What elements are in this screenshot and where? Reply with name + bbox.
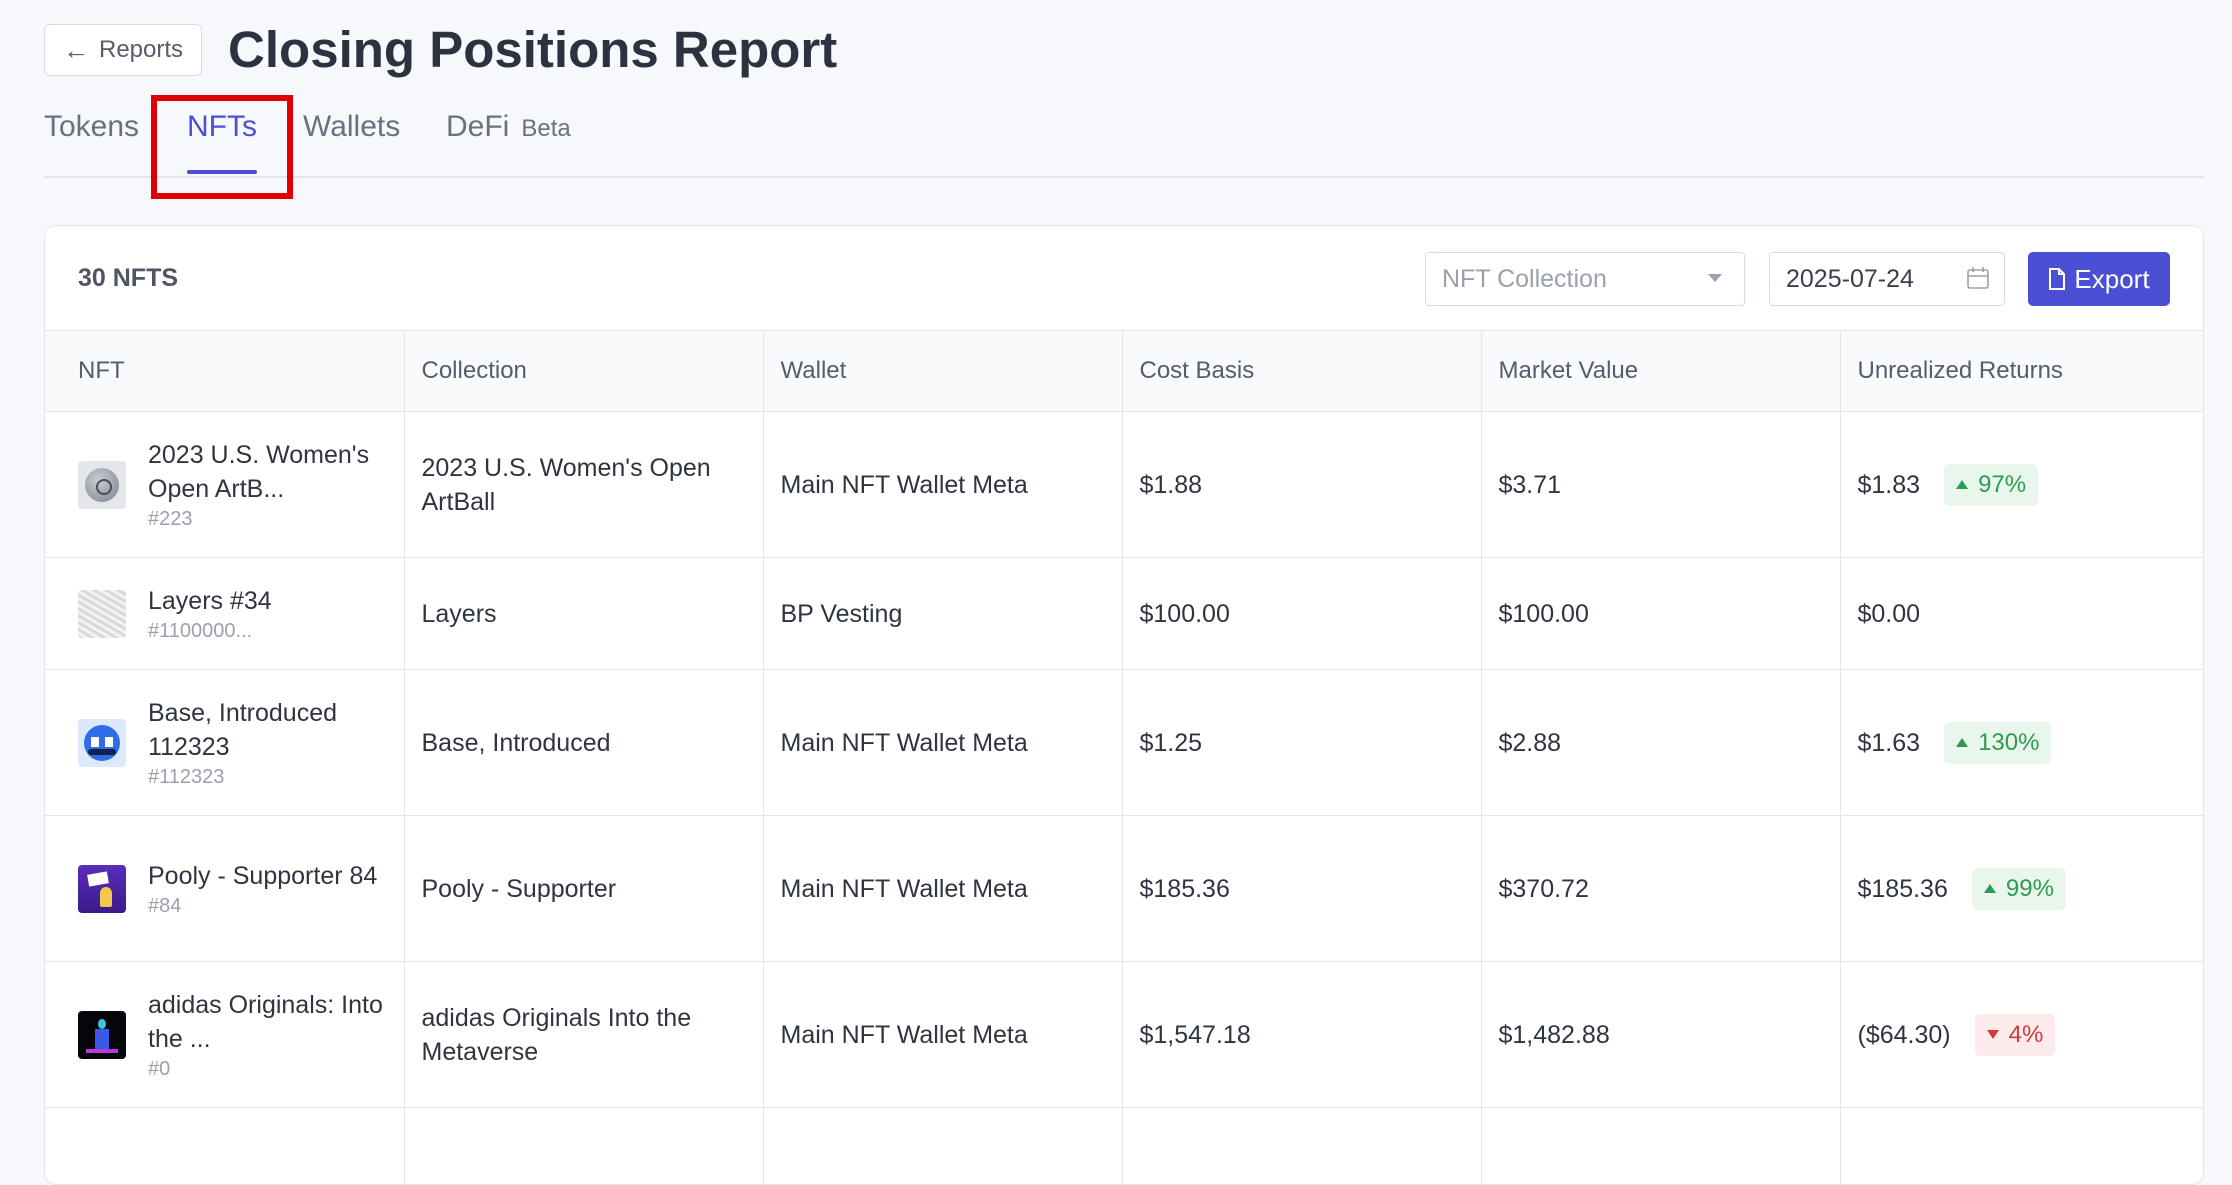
triangle-down-icon	[1987, 1030, 1999, 1039]
nft-thumbnail[interactable]	[78, 719, 126, 767]
return-percent-badge: 130%	[1944, 722, 2051, 764]
highlight-box	[151, 95, 293, 199]
date-picker[interactable]: 2025-07-24	[1769, 252, 2005, 306]
cost-basis-cell: $100.00	[1122, 558, 1481, 670]
wallet-cell: Main NFT Wallet Meta	[763, 670, 1122, 816]
cost-basis-cell: $1.88	[1122, 412, 1481, 558]
wallet-cell: Main NFT Wallet Meta	[763, 412, 1122, 558]
nft-name[interactable]: Pooly - Supporter 84	[148, 859, 377, 893]
market-value-cell: $2.88	[1481, 670, 1840, 816]
market-value-cell: $3.71	[1481, 412, 1840, 558]
nft-name[interactable]: Base, Introduced 112323	[148, 696, 387, 764]
cost-basis-cell: $1.25	[1122, 670, 1481, 816]
collection-cell: adidas Originals Into the Metaverse	[404, 962, 763, 1108]
nft-count: 30 NFTS	[78, 264, 178, 293]
collection-cell: 2023 U.S. Women's Open ArtBall	[404, 412, 763, 558]
arrow-left-icon: ←	[63, 37, 89, 63]
table-toolbar: 30 NFTS NFT Collection 2025-07-24 Export	[45, 226, 2203, 331]
triangle-up-icon	[1984, 884, 1996, 893]
cost-basis-cell: $185.36	[1122, 816, 1481, 962]
column-header-market-value[interactable]: Market Value	[1481, 331, 1840, 412]
unrealized-returns-cell: $1.63 130%	[1840, 670, 2204, 816]
nft-token-id: #1100000...	[148, 618, 272, 644]
nft-cell: Base, Introduced 112323#112323	[45, 670, 404, 816]
nft-name[interactable]: adidas Originals: Into the ...	[148, 988, 387, 1056]
nft-name[interactable]: Layers #34	[148, 584, 272, 618]
column-header-wallet[interactable]: Wallet	[763, 331, 1122, 412]
collection-cell: Pooly - Supporter	[404, 816, 763, 962]
return-percent-badge: 4%	[1975, 1014, 2056, 1056]
triangle-up-icon	[1956, 480, 1968, 489]
tab-tokens[interactable]: Tokens	[44, 110, 139, 144]
nft-thumbnail[interactable]	[78, 461, 126, 509]
unrealized-return-value: $1.63	[1858, 726, 1921, 760]
market-value-cell: $1,482.88	[1481, 962, 1840, 1108]
market-value-cell: $370.72	[1481, 816, 1840, 962]
nft-thumbnail[interactable]	[78, 590, 126, 638]
column-header-unrealized-returns[interactable]: Unrealized Returns	[1840, 331, 2204, 412]
nft-cell: 2023 U.S. Women's Open ArtB...#223	[45, 412, 404, 558]
nft-thumbnail[interactable]	[78, 865, 126, 913]
table-row[interactable]	[45, 1108, 2204, 1185]
column-header-nft[interactable]: NFT	[45, 331, 404, 412]
unrealized-return-value: $1.83	[1858, 468, 1921, 502]
wallet-cell: Main NFT Wallet Meta	[763, 962, 1122, 1108]
wallet-cell: BP Vesting	[763, 558, 1122, 670]
cost-basis-cell: $1,547.18	[1122, 962, 1481, 1108]
page-title: Closing Positions Report	[228, 20, 837, 79]
return-percent-badge: 99%	[1972, 868, 2066, 910]
nft-token-id: #84	[148, 893, 377, 919]
nft-name[interactable]: 2023 U.S. Women's Open ArtB...	[148, 438, 387, 506]
unrealized-returns-cell: ($64.30) 4%	[1840, 962, 2204, 1108]
wallet-cell: Main NFT Wallet Meta	[763, 816, 1122, 962]
nft-token-id: #0	[148, 1056, 387, 1082]
table-header-row: NFT Collection Wallet Cost Basis Market …	[45, 331, 2204, 412]
market-value-cell: $100.00	[1481, 558, 1840, 670]
file-export-icon	[2048, 268, 2066, 290]
collection-cell: Layers	[404, 558, 763, 670]
unrealized-returns-cell: $185.36 99%	[1840, 816, 2204, 962]
nft-cell: adidas Originals: Into the ...#0	[45, 962, 404, 1108]
unrealized-return-value: $0.00	[1858, 597, 1921, 631]
unrealized-returns-cell: $0.00	[1840, 558, 2204, 670]
nft-positions-table: NFT Collection Wallet Cost Basis Market …	[45, 331, 2204, 1185]
nft-cell: Layers #34#1100000...	[45, 558, 404, 670]
nft-token-id: #223	[148, 506, 387, 532]
unrealized-return-value: $185.36	[1858, 872, 1948, 906]
page-header: ← Reports Closing Positions Report	[44, 20, 837, 79]
nft-positions-card: 30 NFTS NFT Collection 2025-07-24 Export	[44, 225, 2204, 1185]
return-percent-badge: 97%	[1944, 464, 2038, 506]
back-to-reports-button[interactable]: ← Reports	[44, 24, 202, 76]
tab-wallets[interactable]: Wallets	[303, 110, 400, 144]
calendar-icon	[1966, 266, 1990, 290]
column-header-collection[interactable]: Collection	[404, 331, 763, 412]
nft-thumbnail[interactable]	[78, 1011, 126, 1059]
unrealized-return-value: ($64.30)	[1858, 1018, 1951, 1052]
beta-badge: Beta	[521, 115, 570, 142]
nft-cell: Pooly - Supporter 84#84	[45, 816, 404, 962]
export-button[interactable]: Export	[2028, 252, 2170, 306]
triangle-up-icon	[1956, 738, 1968, 747]
back-button-label: Reports	[99, 36, 183, 64]
unrealized-returns-cell: $1.83 97%	[1840, 412, 2204, 558]
collection-cell: Base, Introduced	[404, 670, 763, 816]
nft-collection-select[interactable]: NFT Collection	[1425, 252, 1745, 306]
column-header-cost-basis[interactable]: Cost Basis	[1122, 331, 1481, 412]
nft-token-id: #112323	[148, 764, 387, 790]
chevron-down-icon	[1708, 274, 1722, 282]
